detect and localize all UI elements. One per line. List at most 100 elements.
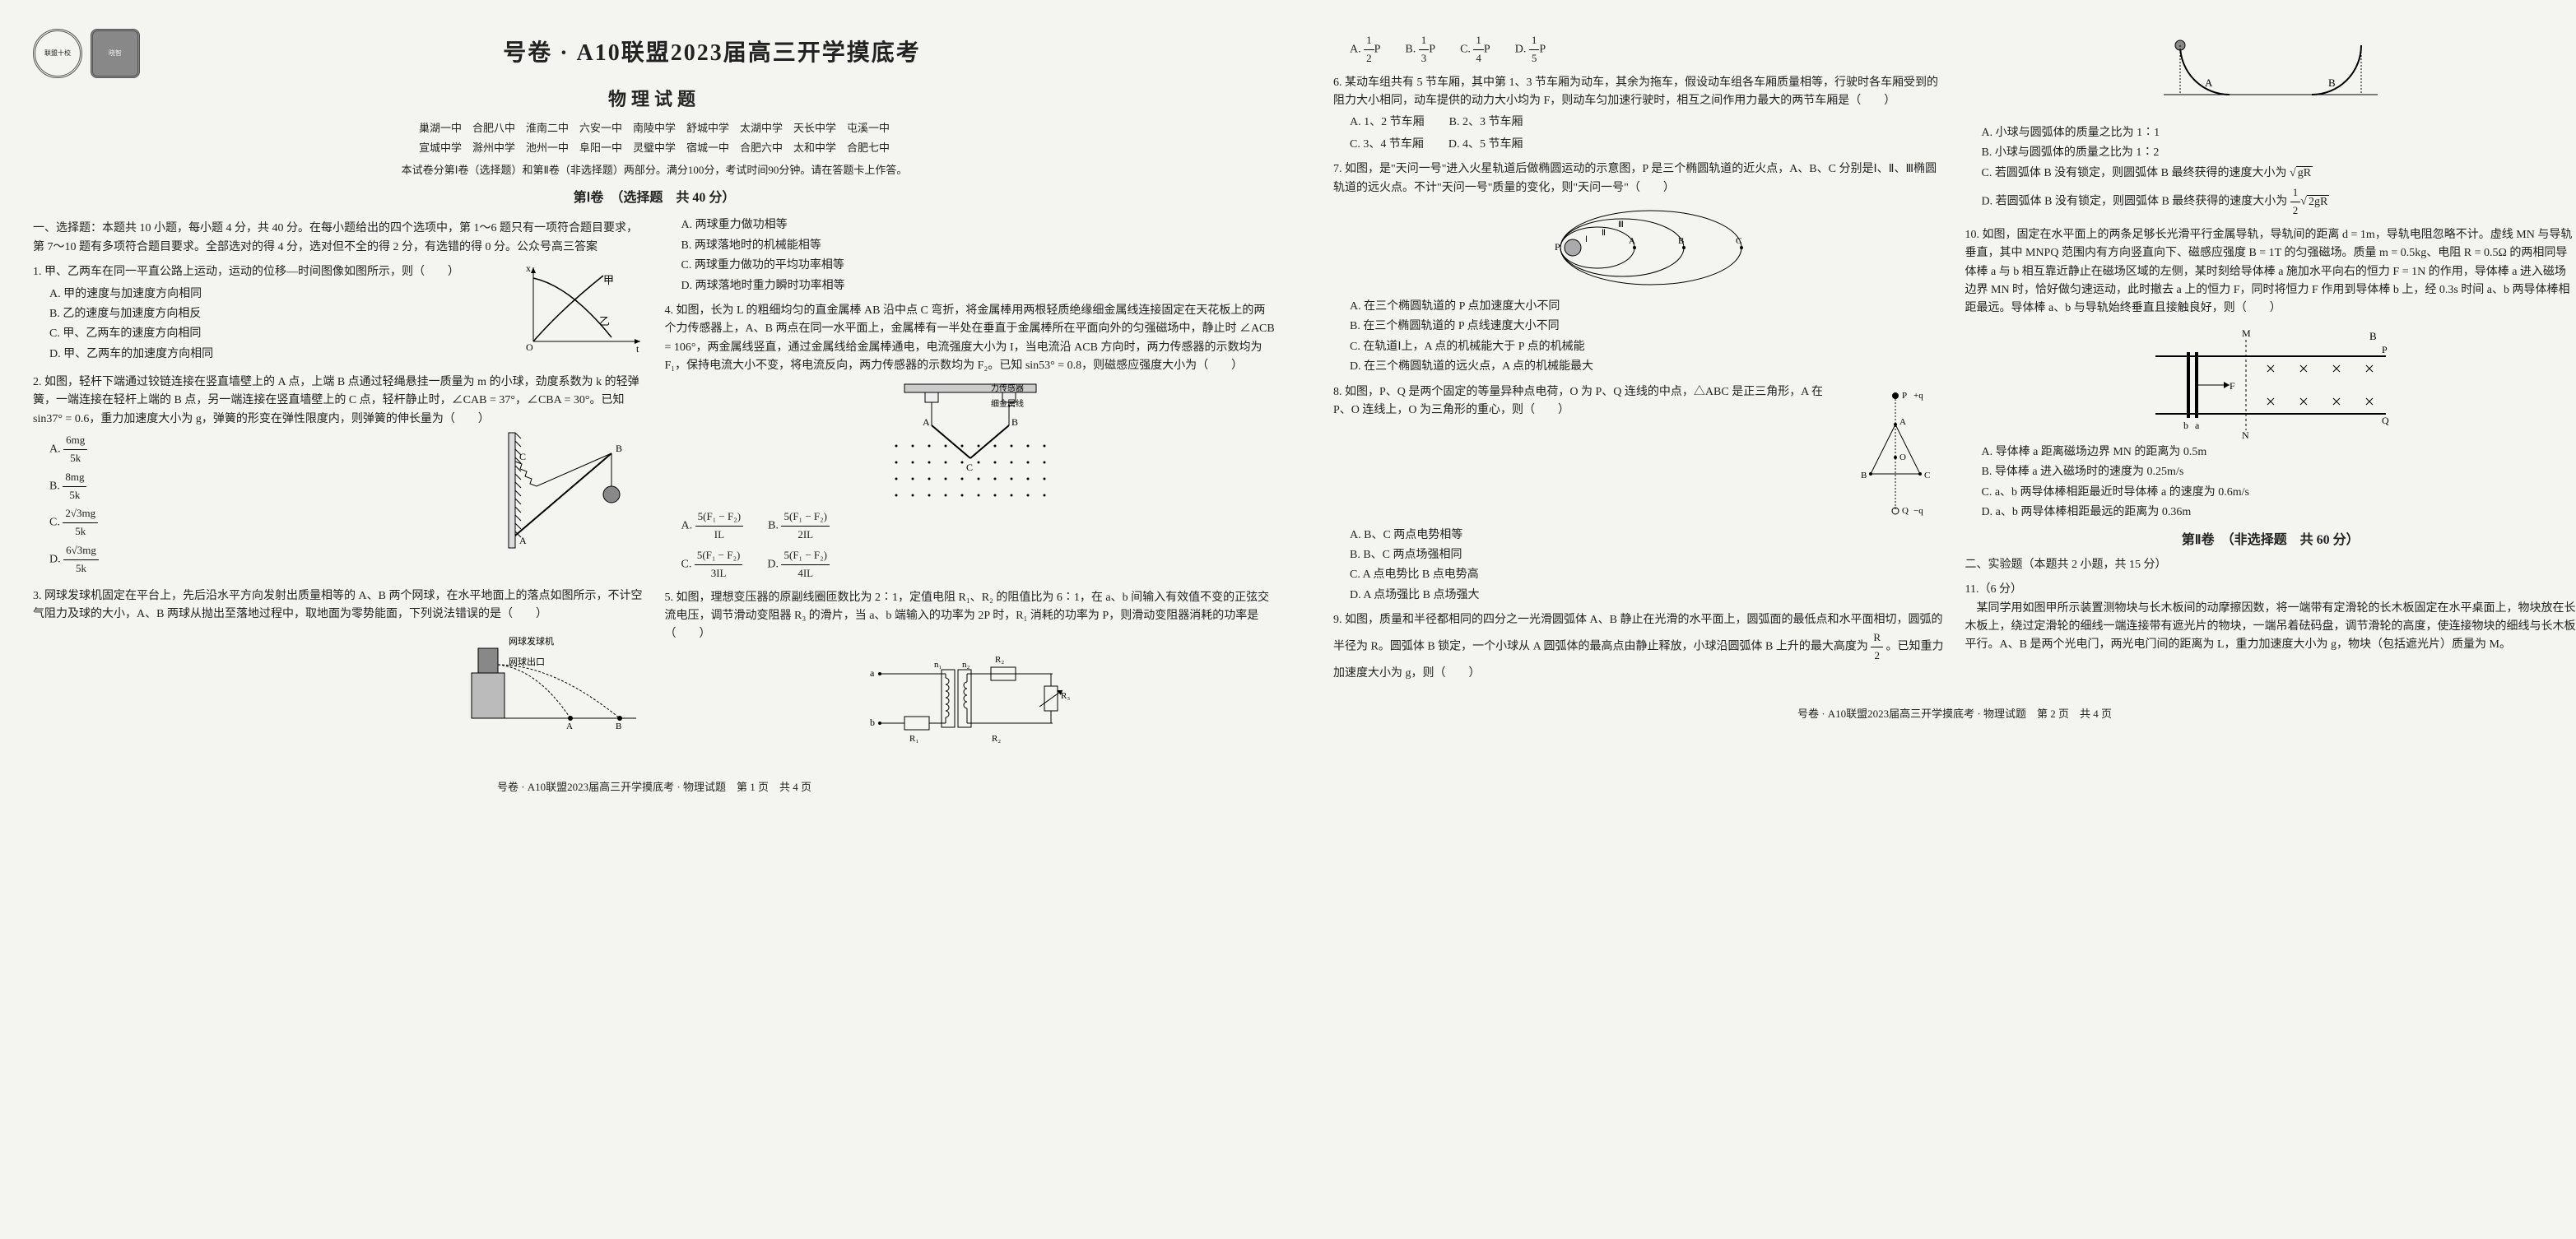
footer-1: 号卷 · A10联盟2023届高三开学摸底考 · 物理试题 第 1 页 共 4 … — [33, 779, 1276, 796]
q5-stem: 5. 如图，理想变压器的原副线圈匝数比为 2∶1，定值电阻 R₁、R₂ 的阻值比… — [665, 589, 1276, 644]
svg-text:A: A — [923, 416, 930, 428]
svg-text:A: A — [566, 722, 573, 731]
section-1-title: 第Ⅰ卷 （选择题 共 40 分） — [33, 188, 1276, 209]
svg-text:O: O — [526, 341, 533, 353]
question-1: 1. 甲、乙两车在同一平直公路上运动，运动的位移—时间图像如图所示，则（ ） A… — [33, 263, 644, 367]
svg-text:C: C — [1924, 471, 1930, 480]
svg-text:C: C — [519, 451, 526, 462]
q8-optC: C. A 点电势比 B 点电势高 — [1350, 566, 1945, 584]
q8-optD: D. A 点场强比 B 点场强大 — [1350, 587, 1945, 605]
question-7: 7. 如图，是"天问一号"进入火星轨道后做椭圆运动的示意图，P 是三个椭圆轨道的… — [1333, 160, 1945, 376]
q3-stem: 3. 网球发球机固定在平台上，先后沿水平方向发射出质量相等的 A、B 两个网球，… — [33, 587, 644, 624]
q1-stem: 1. 甲、乙两车在同一平直公路上运动，运动的位移—时间图像如图所示，则（ ） — [33, 263, 514, 281]
page2-col1: A. 12P B. 13P C. 14P D. 15P 6. 某动车组共有 5 … — [1333, 29, 1945, 689]
svg-text:Ⅲ: Ⅲ — [1618, 220, 1624, 230]
page-2: A. 12P B. 13P C. 14P D. 15P 6. 某动车组共有 5 … — [1317, 16, 2576, 809]
q7-optC: C. 在轨道Ⅰ上，A 点的机械能大于 P 点的机械能 — [1350, 338, 1945, 356]
svg-text:O: O — [1899, 452, 1906, 462]
page-1: 联盟十校 晓智 号卷 · A10联盟2023届高三开学摸底考 物理试题 巢湖一中… — [16, 16, 1292, 809]
q6-optD: D. 4、5 节车厢 — [1448, 136, 1523, 154]
svg-text:R₃: R₃ — [1061, 691, 1070, 701]
svg-text:b: b — [2183, 420, 2188, 431]
subject-title: 物理试题 — [33, 85, 1276, 114]
q9-figure: A B — [2155, 29, 2386, 119]
header-seals: 联盟十校 晓智 号卷 · A10联盟2023届高三开学摸底考 — [33, 29, 1276, 78]
q1-optC: C. 甲、乙两车的速度方向相同 — [49, 325, 514, 343]
svg-text:F: F — [2230, 380, 2235, 392]
q4-stem: 4. 如图，长为 L 的粗细均匀的直金属棒 AB 沿中点 C 弯折，将金属棒用两… — [665, 302, 1276, 376]
page1-col2: A. 两球重力做功相等 B. 两球落地时的机械能相等 C. 两球重力做功的平均功… — [665, 213, 1276, 762]
q7-stem: 7. 如图，是"天问一号"进入火星轨道后做椭圆运动的示意图，P 是三个椭圆轨道的… — [1333, 160, 1945, 197]
page1-col1: 一、选择题：本题共 10 小题，每小题 4 分，共 40 分。在每小题给出的四个… — [33, 213, 644, 762]
q8-optB: B. B、C 两点场强相同 — [1350, 546, 1945, 564]
q5-optA: A. 12P — [1350, 32, 1380, 67]
q9-optB: B. 小球与圆弧体的质量之比为 1∶2 — [1982, 144, 2576, 162]
q3-figure: 网球发球机 网球出口 A B — [463, 624, 644, 731]
q2-figure: C A B — [505, 429, 644, 552]
svg-text:n₁: n₁ — [934, 660, 942, 670]
seal-circle: 联盟十校 — [33, 29, 82, 78]
q11-stem: 某同学用如图甲所示装置测物块与长木板间的动摩擦因数，将一端带有定滑轮的长木板固定… — [1965, 600, 2576, 655]
svg-text:B: B — [2369, 330, 2377, 342]
q1-optD: D. 甲、乙两车的加速度方向相同 — [49, 346, 514, 364]
q5-optD: D. 15P — [1515, 32, 1546, 67]
svg-text:P: P — [1555, 241, 1560, 253]
q10-optC: C. a、b 两导体棒相距最近时导体棒 a 的速度为 0.6m/s — [1982, 484, 2576, 502]
question-9: 9. 如图，质量和半径都相同的四分之一光滑圆弧体 A、B 静止在光滑的水平面上，… — [1333, 611, 1945, 683]
question-5: 5. 如图，理想变压器的原副线圈匝数比为 2∶1，定值电阻 R₁、R₂ 的阻值比… — [665, 589, 1276, 756]
q3-optC: C. 两球重力做功的平均功率相等 — [681, 257, 1276, 275]
instruction: 本试卷分第Ⅰ卷（选择题）和第Ⅱ卷（非选择题）两部分。满分100分，考试时间90分… — [33, 162, 1276, 179]
choice-instruction: 一、选择题：本题共 10 小题，每小题 4 分，共 40 分。在每小题给出的四个… — [33, 220, 644, 257]
q2-optD: D. 6√3mg5k — [49, 542, 498, 578]
svg-text:n₂: n₂ — [962, 660, 970, 670]
svg-text:B: B — [1678, 236, 1684, 246]
q3-optD: D. 两球落地时重力瞬时功率相等 — [681, 277, 1276, 295]
question-11: 11.（6 分） 某同学用如图甲所示装置测物块与长木板间的动摩擦因数，将一端带有… — [1965, 581, 2576, 655]
schools-2: 宣城中学 滁州中学 池州一中 阜阳一中 灵璧中学 宿城一中 合肥六中 太和中学 … — [33, 138, 1276, 157]
svg-text:B: B — [1011, 416, 1018, 428]
svg-text:B: B — [616, 443, 622, 454]
question-4: 4. 如图，长为 L 的粗细均匀的直金属棒 AB 沿中点 C 弯折，将金属棒用两… — [665, 302, 1276, 582]
svg-text:网球发球机: 网球发球机 — [509, 635, 554, 647]
q2-optB: B. 8mg5k — [49, 469, 498, 504]
q2-optC: C. 2√3mg5k — [49, 505, 498, 541]
q9-optD: D. 若圆弧体 B 没有锁定，则圆弧体 B 最终获得的速度大小为 12√2gR — [1982, 184, 2576, 220]
svg-text:Q: Q — [2382, 415, 2389, 426]
svg-text:R₂: R₂ — [995, 655, 1004, 665]
svg-text:B: B — [2328, 77, 2336, 89]
svg-text:+q: +q — [1913, 391, 1923, 401]
svg-text:x: x — [526, 263, 531, 274]
q7-optD: D. 在三个椭圆轨道的远火点，A 点的机械能最大 — [1350, 358, 1945, 376]
svg-text:C: C — [1736, 236, 1741, 246]
q7-figure: P A B C ⅠⅡⅢ — [1523, 202, 1754, 293]
q11-num: 11.（6 分） — [1965, 581, 2576, 599]
q9-optC: C. 若圆弧体 B 没有锁定，则圆弧体 B 最终获得的速度大小为 √gR — [1982, 165, 2576, 183]
question-6: 6. 某动车组共有 5 节车厢，其中第 1、3 节车厢为动车，其余为拖车，假设动… — [1333, 74, 1945, 155]
svg-text:C: C — [966, 462, 973, 473]
footer-2: 号卷 · A10联盟2023届高三开学摸底考 · 物理试题 第 2 页 共 4 … — [1333, 706, 2576, 723]
svg-text:Ⅰ: Ⅰ — [1585, 235, 1588, 244]
q7-optB: B. 在三个椭圆轨道的 P 点线速度大小不同 — [1350, 318, 1945, 336]
q1-optB: B. 乙的速度与加速度方向相反 — [49, 305, 514, 323]
svg-text:P: P — [1902, 391, 1907, 401]
q8-optA: A. B、C 两点电势相等 — [1350, 527, 1945, 545]
question-10: 10. 如图，固定在水平面上的两条足够长光滑平行金属导轨，导轨间的距离 d = … — [1965, 226, 2576, 522]
q10-stem: 10. 如图，固定在水平面上的两条足够长光滑平行金属导轨，导轨间的距离 d = … — [1965, 226, 2576, 318]
q5-figure: a b R₁ n₁n₂ — [863, 649, 1077, 756]
question-8: 8. 如图，P、Q 是两个固定的等量异种点电荷，O 为 P、Q 连线的中点，△A… — [1333, 383, 1945, 606]
svg-text:a: a — [870, 667, 875, 679]
q9-options: A. 小球与圆弧体的质量之比为 1∶1 B. 小球与圆弧体的质量之比为 1∶2 … — [1982, 124, 2576, 220]
svg-text:A: A — [1629, 236, 1635, 246]
svg-text:细金属线: 细金属线 — [991, 398, 1024, 409]
q4-optA: A. 5(F₁ − F₂)IL — [681, 508, 744, 544]
svg-text:Q: Q — [1902, 506, 1909, 516]
q9-stem: 9. 如图，质量和半径都相同的四分之一光滑圆弧体 A、B 静止在光滑的水平面上，… — [1333, 614, 1942, 653]
svg-text:R₂: R₂ — [992, 734, 1001, 744]
q5-options: A. 12P B. 13P C. 14P D. 15P — [1350, 32, 1945, 67]
section-2-title: 第Ⅱ卷 （非选择题 共 60 分） — [1965, 530, 2576, 551]
svg-text:B: B — [616, 722, 621, 731]
exam-title: 号卷 · A10联盟2023届高三开学摸底考 — [148, 35, 1276, 72]
q3-options: A. 两球重力做功相等 B. 两球落地时的机械能相等 C. 两球重力做功的平均功… — [681, 216, 1276, 295]
q10-optB: B. 导体棒 a 进入磁场时的速度为 0.25m/s — [1982, 463, 2576, 481]
svg-text:t: t — [636, 343, 639, 354]
